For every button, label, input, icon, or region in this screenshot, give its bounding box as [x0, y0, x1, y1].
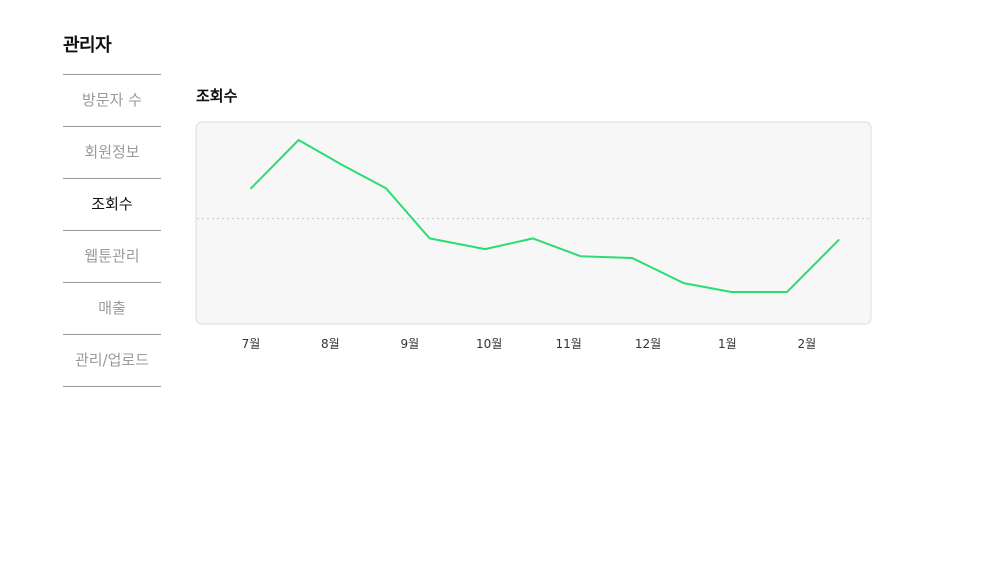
- x-tick-label: 9월: [400, 337, 419, 351]
- x-tick-label: 1월: [718, 337, 737, 351]
- sidebar-item-webtoon-manage[interactable]: 웹툰관리: [63, 231, 161, 283]
- x-tick-label: 11월: [555, 337, 581, 351]
- sidebar-item-visitors[interactable]: 방문자 수: [63, 75, 161, 127]
- section-title: 조회수: [196, 87, 238, 105]
- sidebar: 관리자 방문자 수 회원정보 조회수 웹툰관리 매출 관리/업로드: [63, 32, 161, 387]
- chart-panel: [195, 121, 872, 325]
- sidebar-menu: 방문자 수 회원정보 조회수 웹툰관리 매출 관리/업로드: [63, 74, 161, 387]
- x-tick-label: 7월: [242, 337, 261, 351]
- sidebar-item-upload[interactable]: 관리/업로드: [63, 335, 161, 387]
- x-tick-label: 10월: [476, 337, 502, 351]
- x-tick-label: 2월: [797, 337, 816, 351]
- sidebar-item-views[interactable]: 조회수: [63, 179, 161, 231]
- x-tick-label: 12월: [635, 337, 661, 351]
- sidebar-item-members[interactable]: 회원정보: [63, 127, 161, 179]
- views-series-line: [250, 139, 840, 293]
- x-tick-label: 8월: [321, 337, 340, 351]
- sidebar-title: 관리자: [63, 35, 112, 56]
- sidebar-item-sales[interactable]: 매출: [63, 283, 161, 335]
